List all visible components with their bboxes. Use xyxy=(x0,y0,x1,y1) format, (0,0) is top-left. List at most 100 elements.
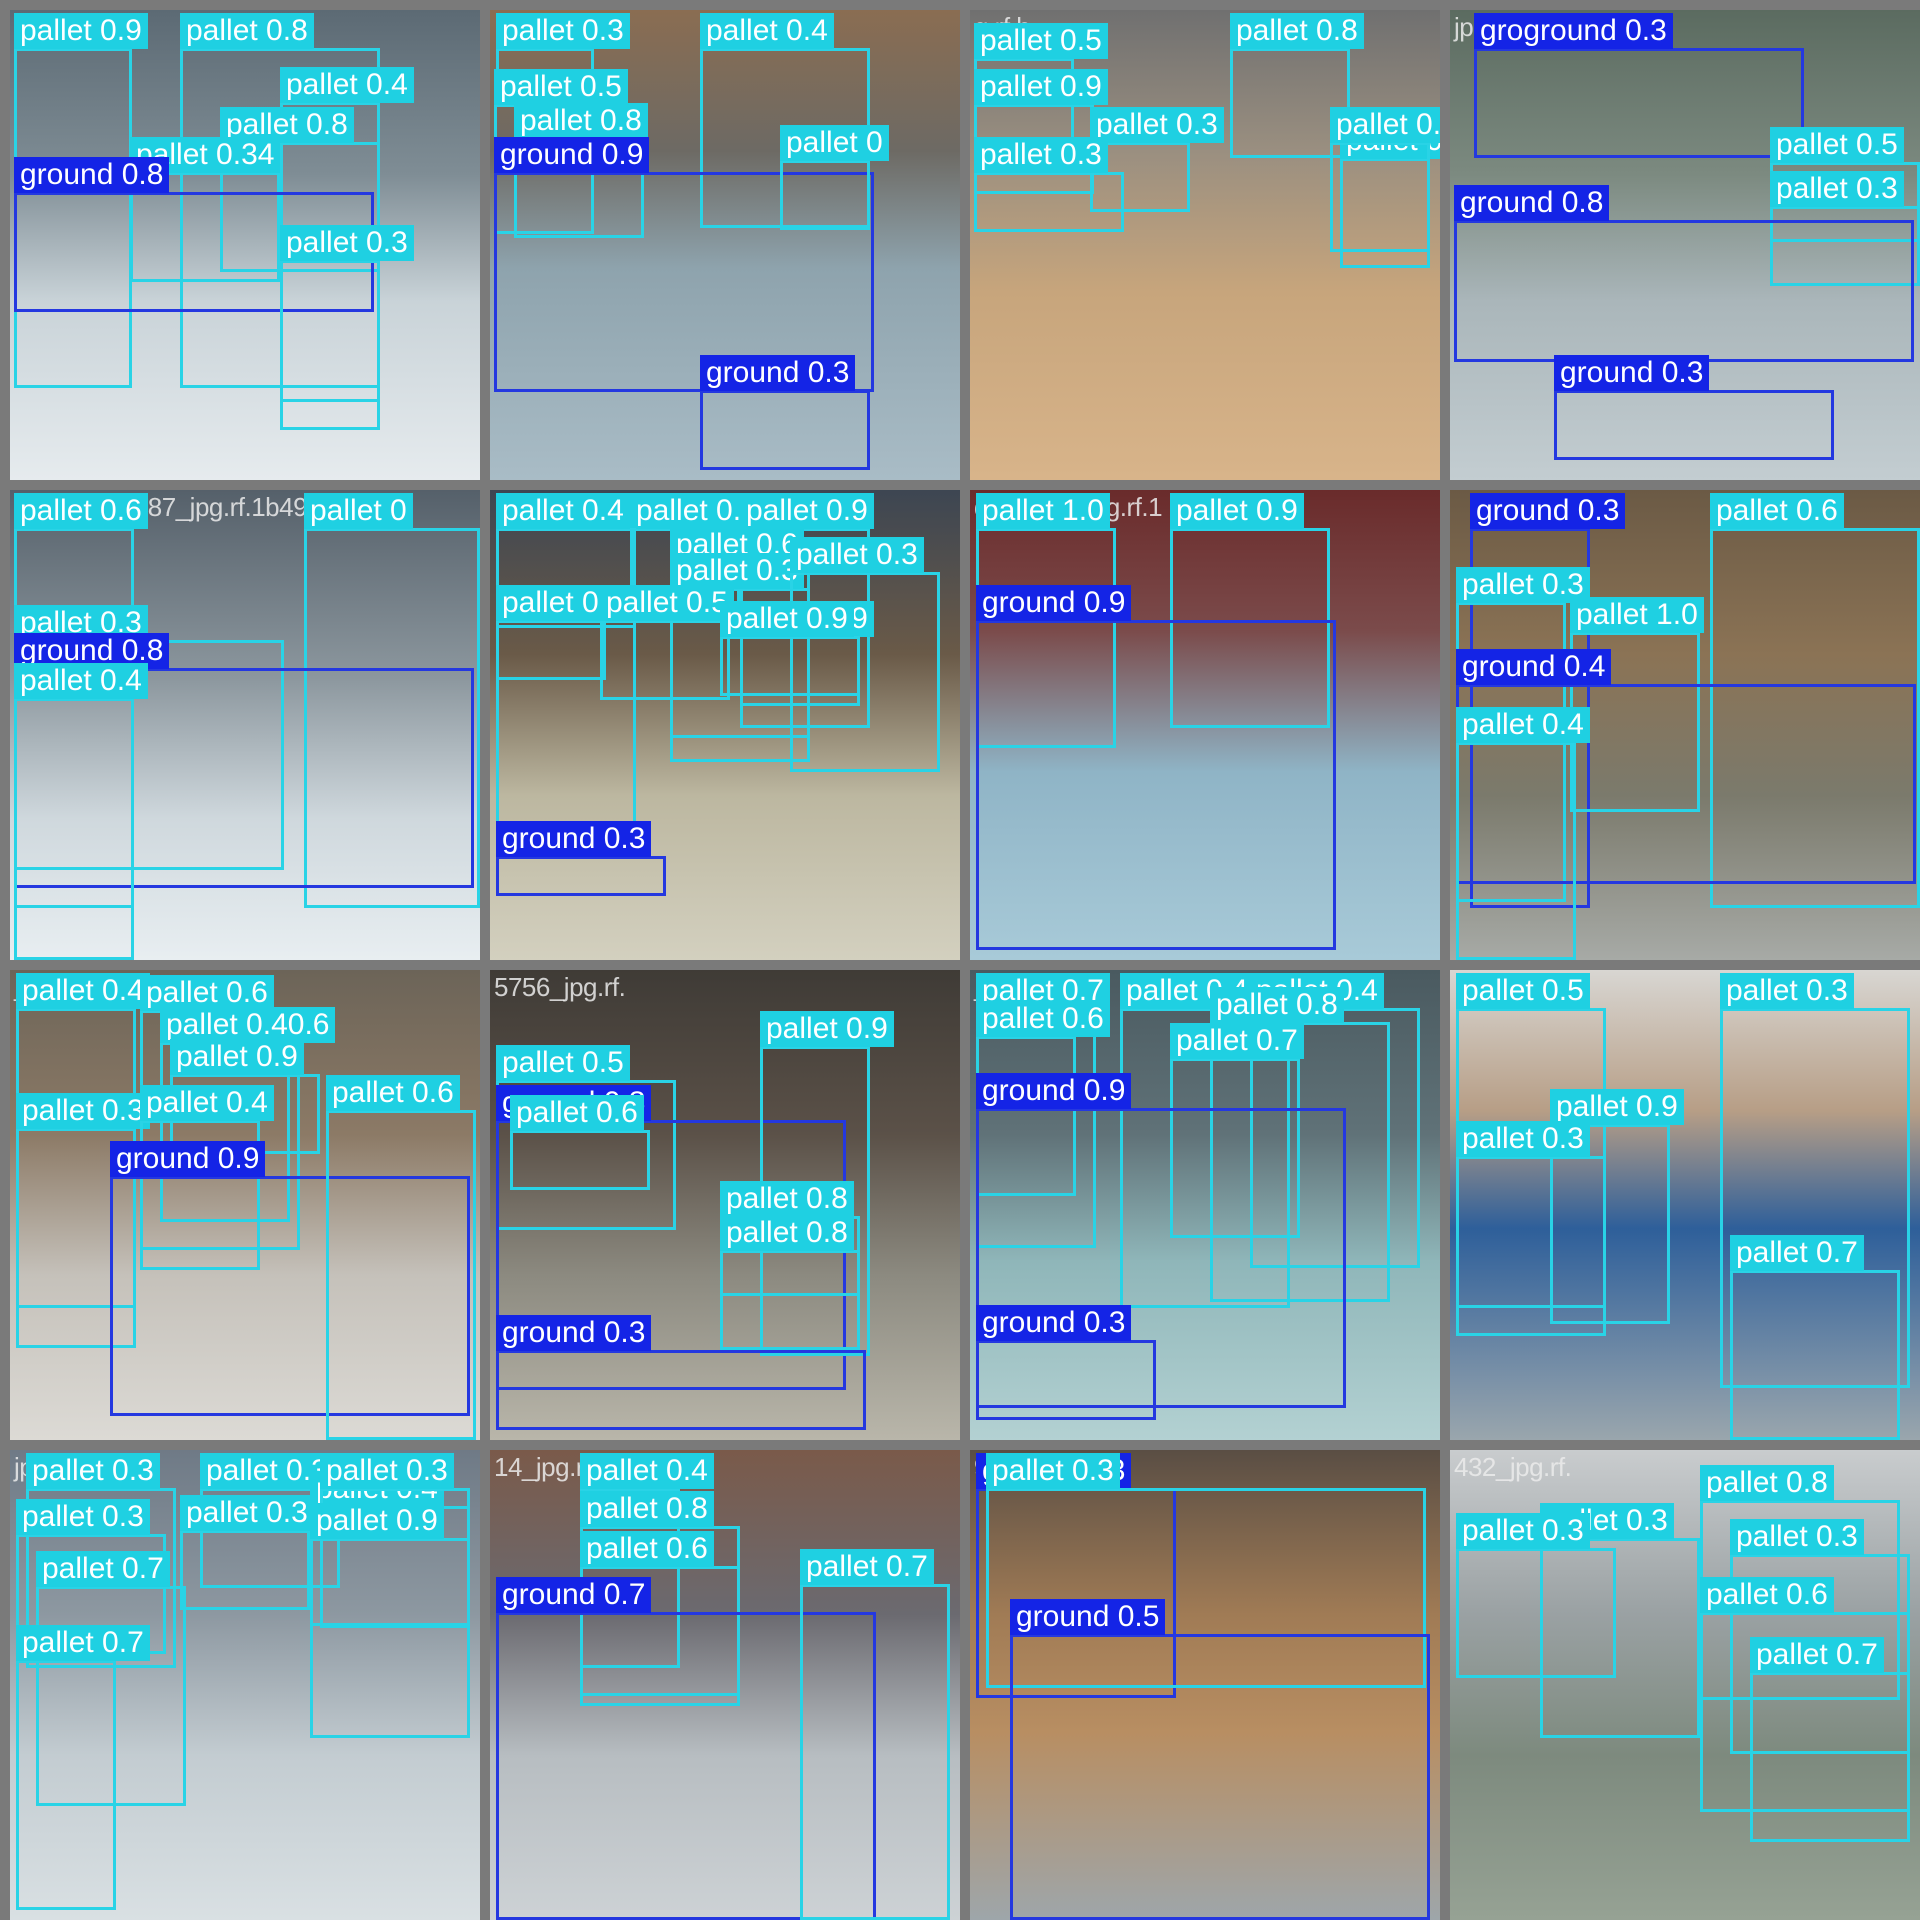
detection-label: pallet 0.3 xyxy=(16,1093,150,1129)
detection-label: pallet 0.9 xyxy=(760,1011,894,1047)
image-tile: 14_jpg.rf. pallet 0.4 pallet 0.8 pallet 0.6… xyxy=(490,1450,960,1920)
detection-label: pallet 0 xyxy=(780,125,889,161)
detection-label: pallet 0.3 xyxy=(496,13,630,49)
detection-label: pallet 0.5 xyxy=(1770,127,1904,163)
detection-label: pallet 0.3 xyxy=(26,1453,160,1489)
detection-label: pallet 0.6 xyxy=(976,1001,1110,1037)
image-tile: 432_jpg.rf. pallet 0.8 pallet 0.3 pallet 0.… xyxy=(1450,1450,1920,1920)
image-tile: ground 0.3 pallet 0.6 pallet 0.3 pallet 1.0… xyxy=(1450,490,1920,960)
detection-label: pallet 0.4 xyxy=(580,1453,714,1489)
detection-label: pallet 0.9 xyxy=(310,1503,444,1539)
pallet-detection-box: pallet 0.7 xyxy=(1730,1235,1900,1440)
detection-label: pallet 0.7 xyxy=(36,1551,170,1587)
pallet-detection-box: pallet 0.8 xyxy=(1230,13,1364,158)
detection-label: ground 0.8 xyxy=(1454,185,1610,221)
detection-label: pallet 0.3 xyxy=(180,1495,314,1531)
detection-label: pallet 1.0 xyxy=(976,493,1110,529)
pallet-detection-box: pallet 0.3 xyxy=(180,1495,314,1610)
warehouse-photo xyxy=(1450,970,1920,1440)
detection-label: ground 0.8 xyxy=(14,157,170,193)
detection-label: pallet 0.3 xyxy=(1456,1121,1590,1157)
detection-label: pallet 0.3 xyxy=(1090,107,1224,143)
detection-label: ground 0.7 xyxy=(496,1577,652,1613)
warehouse-photo xyxy=(10,490,480,960)
detection-label: pallet 0.4 xyxy=(700,13,834,49)
detection-label: ground 0.3 xyxy=(496,821,652,857)
detection-label: pallet 0.3 xyxy=(790,537,924,573)
detection-label: pallet 0.6 xyxy=(1710,493,1844,529)
pallet-detection-box: pallet 0.7 xyxy=(1750,1637,1910,1842)
pallet-detection-box: pallet 0.3 xyxy=(1090,107,1224,212)
detection-label: pallet 0.8 xyxy=(180,13,314,49)
detection-label: ground 0.3 xyxy=(976,1305,1132,1341)
detection-label: pallet 0.8 xyxy=(580,1491,714,1527)
pallet-detection-box: pallet 0.3 xyxy=(280,225,414,430)
tile-filename: 5756_jpg.rf. xyxy=(494,972,626,1002)
detection-label: pallet 0.6 xyxy=(580,1531,714,1567)
detection-label: pallet 0.8 xyxy=(1230,13,1364,49)
ground-detection-box: ground 0.5 xyxy=(1010,1599,1430,1920)
detection-label: pallet 0.3 xyxy=(1720,973,1854,1009)
ground-detection-box: ground 0.8 xyxy=(1454,185,1914,362)
ground-detection-box: ground 0.3 xyxy=(496,1315,866,1430)
detection-label: pallet 0.7 xyxy=(1170,1023,1304,1059)
detection-label: pallet 0.9 xyxy=(740,493,874,529)
ground-detection-box: groground 0.3 xyxy=(1474,13,1804,158)
pallet-detection-box: pallet 0.7 xyxy=(16,1625,150,1910)
pallet-detection-box: pallet 0.7 xyxy=(1170,1023,1304,1238)
pallet-detection-box: pallet 0.3 xyxy=(986,1453,1426,1688)
detection-label: pallet 0.3 xyxy=(1456,567,1590,603)
pallet-detection-box: pallet 0.8 xyxy=(720,1215,860,1350)
pallet-detection-box: pallet 0.3 xyxy=(26,1453,176,1668)
detection-label: pallet 0.5 xyxy=(600,585,734,621)
pallet-detection-box: pallet 0.7 xyxy=(800,1549,950,1920)
detection-label: pallet 0.3 xyxy=(1456,1513,1590,1549)
ground-detection-box: ground 0.3 xyxy=(700,355,870,470)
pallet-detection-box: pallet 0.8 xyxy=(514,103,648,238)
detection-label: pallet 0.9 xyxy=(14,13,148,49)
pallet-detection-box: pallet 0.3 xyxy=(974,137,1124,232)
detection-label: pallet 0.4 xyxy=(14,663,148,699)
pallet-detection-box: pallet 0.9 xyxy=(760,1011,894,1356)
detection-label: ground 0.9 xyxy=(976,1073,1132,1109)
pallet-detection-box: pallet 0.6 xyxy=(510,1095,650,1190)
ground-detection-box: ground 0.3 xyxy=(1554,355,1834,460)
detection-label: pallet 0.5 xyxy=(496,1045,630,1081)
detection-label: pallet 0.8 xyxy=(720,1215,854,1251)
detection-label: pallet 0.4 xyxy=(496,493,630,529)
ground-detection-box: ground 0.7 xyxy=(496,1577,876,1920)
warehouse-photo xyxy=(1450,10,1920,480)
pallet-detection-box: pallet 0.4 xyxy=(700,13,870,228)
pallet-detection-box: pallet 0.9 xyxy=(310,1503,470,1738)
detection-label: pallet 0.3 xyxy=(1770,171,1904,207)
detection-label: pallet 0.8 xyxy=(1700,1465,1834,1501)
detection-label: pallet 0.3 xyxy=(280,225,414,261)
ground-detection-box: ground 0.3 xyxy=(496,821,666,896)
image-tile: 1063031-9187_jpg.rf.1b49598 pallet 0.6 pal… xyxy=(10,490,480,960)
ground-detection-box: ground 0.3 xyxy=(976,1305,1156,1420)
detection-label: pallet 0.9 xyxy=(720,601,854,637)
pallet-detection-box: pallet 0.4 xyxy=(140,1085,274,1270)
pallet-detection-box: pallet 0.3 xyxy=(1720,973,1910,1388)
detection-label: pallet 0.6 xyxy=(14,493,148,529)
detection-label: pallet 0 xyxy=(496,585,605,621)
pallet-detection-box: pallet 0.6 xyxy=(1710,493,1920,908)
detection-label: pallet 0.7 xyxy=(16,1625,150,1661)
pallet-detection-box: pallet 0.9 xyxy=(720,601,860,696)
detection-label: pallet 0.9 xyxy=(1550,1089,1684,1125)
detection-label: pallet 0.6 xyxy=(326,1075,460,1111)
detection-label: ground 0.3 xyxy=(496,1315,652,1351)
pallet-detection-box: pallet 0.7 xyxy=(36,1551,186,1806)
detection-label: pallet 0.40.6 xyxy=(160,1007,336,1043)
detection-label: pallet 0.3 xyxy=(670,553,804,589)
pallet-detection-box: pallet 0.5 xyxy=(600,585,734,700)
detection-label: pallet 0.5 xyxy=(1456,973,1590,1009)
pallet-detection-box: pallet 0 xyxy=(496,585,606,680)
